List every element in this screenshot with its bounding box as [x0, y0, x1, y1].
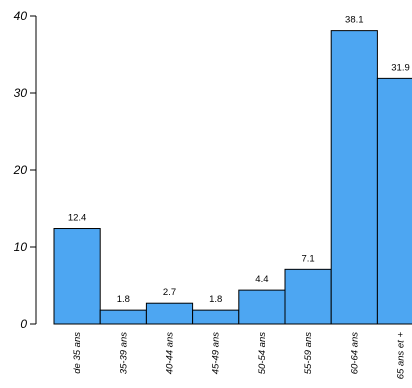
x-tick-label: 65 ans et + [396, 332, 407, 380]
bar [192, 309, 240, 325]
y-axis: 0 10 20 30 40 [13, 9, 37, 331]
x-tick-label: 35-39 ans [118, 332, 129, 375]
bar [99, 309, 147, 325]
bar [238, 289, 286, 325]
x-tick-label: 60-64 ans [349, 332, 360, 375]
bar-value-label: 1.8 [117, 294, 130, 305]
y-tick-label: 40 [14, 9, 28, 23]
x-tick-label: 40-44 ans [165, 332, 176, 375]
y-tick-label: 30 [14, 86, 28, 100]
bar-value-label: 38.1 [345, 15, 364, 26]
x-tick-label: 50-54 ans [257, 332, 268, 375]
bar [330, 30, 378, 325]
y-tick-label: 10 [14, 240, 28, 254]
bar-value-label: 4.4 [255, 274, 268, 285]
bar [376, 77, 412, 325]
x-tick-label: de 35 ans [72, 332, 83, 374]
bar-value-label: 2.7 [163, 287, 176, 298]
bar [145, 302, 194, 325]
bar-value-label: 7.1 [301, 253, 314, 264]
bar [284, 268, 332, 325]
y-tick-label: 0 [20, 317, 27, 331]
bar-value-label: 1.8 [209, 294, 222, 305]
bar-value-label: 31.9 [391, 62, 410, 73]
bar [53, 228, 101, 325]
x-tick-label: 55-59 ans [303, 332, 314, 375]
x-tick-label: 45-49 ans [211, 332, 222, 375]
x-axis-tick-labels: de 35 ans 35-39 ans 40-44 ans 45-49 ans 50-5… [72, 332, 406, 380]
bar-value-label: 12.4 [68, 213, 87, 224]
bars-group: 12.4 1.8 2.7 1.8 4.4 7.1 38.1 31.9 [53, 15, 412, 325]
y-tick-label: 20 [13, 163, 28, 177]
